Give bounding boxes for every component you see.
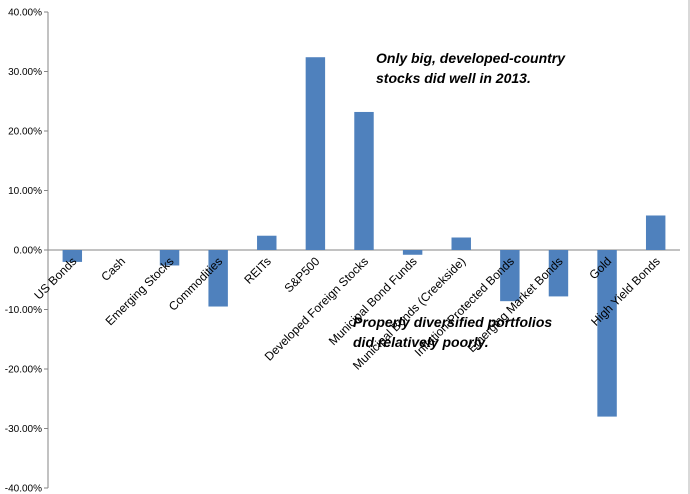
y-tick-label: -20.00% (5, 365, 42, 376)
y-tick-label: -30.00% (5, 424, 42, 435)
category-label: REITs (241, 254, 274, 287)
y-tick-label: 40.00% (8, 8, 42, 19)
bar (645, 215, 666, 250)
bar (62, 250, 83, 262)
bar (305, 57, 326, 250)
right-border (688, 0, 690, 494)
annotation-bottom-line-2: did relatively poorly. (353, 334, 489, 350)
bar (402, 250, 423, 255)
y-tick-label: -10.00% (5, 305, 42, 316)
category-label: S&P500 (281, 254, 322, 295)
annotation-bottom-line-1: Properly diversified portfolios (353, 314, 553, 330)
y-tick-label: 30.00% (8, 67, 42, 78)
bar (257, 235, 277, 250)
annotation-top: Only big, developed-country stocks did w… (376, 48, 565, 88)
bar (597, 250, 617, 417)
category-label: Cash (98, 254, 128, 284)
y-ticks: 40.00% 30.00% 20.00% 10.00% 0.00% -10.00% -20.… (5, 8, 48, 494)
bar (159, 250, 180, 266)
bar (208, 250, 228, 307)
bar (451, 237, 471, 250)
bars (62, 57, 666, 417)
y-tick-label: 20.00% (8, 127, 42, 138)
category-label: US Bonds (31, 254, 79, 302)
bar (500, 250, 520, 302)
y-tick-label: 10.00% (8, 186, 42, 197)
y-tick-label: -40.00% (5, 484, 42, 494)
annotation-bottom: Properly diversified portfolios did rela… (353, 312, 552, 352)
y-tick-label: 0.00% (14, 246, 42, 257)
annotation-top-line-1: Only big, developed-country (376, 50, 566, 66)
annotation-top-line-2: stocks did well in 2013. (376, 70, 531, 86)
bar (548, 250, 569, 297)
bar (354, 111, 374, 251)
